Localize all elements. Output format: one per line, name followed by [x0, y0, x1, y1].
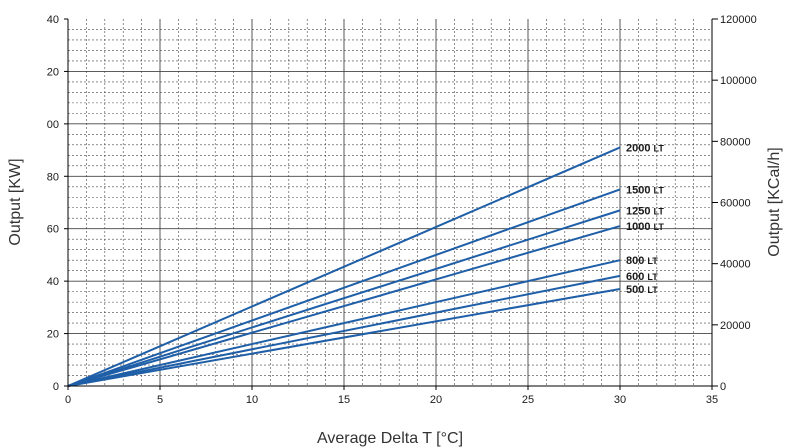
y2-tick-label: 0	[720, 381, 726, 393]
y2-axis-title: Output [KCal/h]	[766, 147, 783, 256]
series-labels: 2000 LT 1500 LT 1250 LT 1000 LT 800 LT 600 LT…	[626, 142, 664, 296]
series-label-500: 500 LT	[626, 284, 658, 296]
x-tick-label: 30	[614, 394, 626, 406]
y2-tick-label: 100000	[720, 75, 757, 87]
y2-tick-label: 60000	[720, 198, 751, 210]
series-label-600: 600 LT	[626, 271, 658, 283]
y-tick-label: 0	[53, 381, 59, 393]
y2-tick-label: 120000	[720, 14, 757, 26]
series-label-1500: 1500 LT	[626, 184, 664, 196]
y-tick-label: 20	[47, 66, 59, 78]
x-tick-label: 0	[65, 394, 71, 406]
series-line-500	[67, 288, 621, 387]
series-line-1500	[67, 188, 621, 387]
y-tick-label: 80	[47, 171, 59, 183]
tick-labels: 0 5 10 15 20 25 30 3502040608000204002000040000…	[47, 14, 757, 406]
series-line-2000	[67, 146, 621, 387]
series-line-800	[67, 259, 621, 387]
grid	[68, 19, 712, 386]
series-label-1250: 1250 LT	[626, 205, 664, 217]
x-tick-label: 20	[430, 394, 442, 406]
y-tick-label: 40	[47, 14, 59, 26]
x-tick-label: 15	[338, 394, 350, 406]
y-tick-label: 40	[47, 276, 59, 288]
series-line-1250	[67, 209, 621, 387]
x-tick-label: 35	[706, 394, 718, 406]
series-lines	[67, 146, 621, 387]
y2-tick-label: 20000	[720, 320, 751, 332]
x-tick-label: 10	[246, 394, 258, 406]
y-tick-label: 20	[47, 329, 59, 341]
x-tick-label: 5	[157, 394, 163, 406]
y-tick-label: 00	[47, 119, 59, 131]
y-tick-label: 60	[47, 224, 59, 236]
series-label-1000: 1000 LT	[626, 221, 664, 233]
series-label-2000: 2000 LT	[626, 142, 664, 154]
x-axis-title: Average Delta T [°C]	[317, 430, 463, 447]
y-axis-title: Output [KW]	[7, 158, 24, 245]
y2-tick-label: 80000	[720, 136, 751, 148]
series-line-1000	[67, 225, 621, 387]
series-line-600	[67, 274, 621, 387]
plot-background	[68, 19, 712, 386]
series-label-800: 800 LT	[626, 255, 658, 267]
y2-tick-label: 40000	[720, 259, 751, 271]
axes	[64, 18, 718, 390]
x-tick-label: 25	[522, 394, 534, 406]
